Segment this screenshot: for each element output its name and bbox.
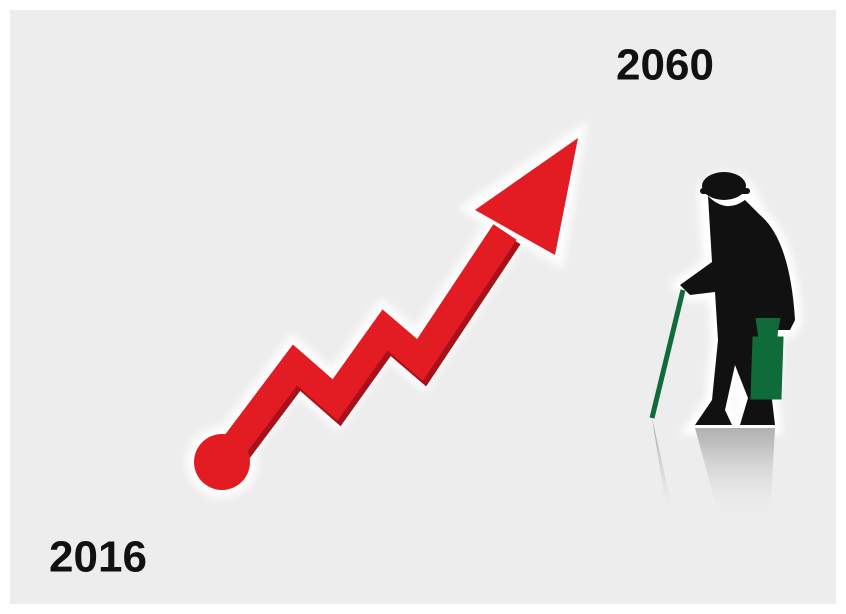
start-year-label: 2016 [49, 533, 147, 582]
illustration: 2060 2016 [0, 0, 846, 614]
end-year-label: 2060 [616, 41, 714, 90]
